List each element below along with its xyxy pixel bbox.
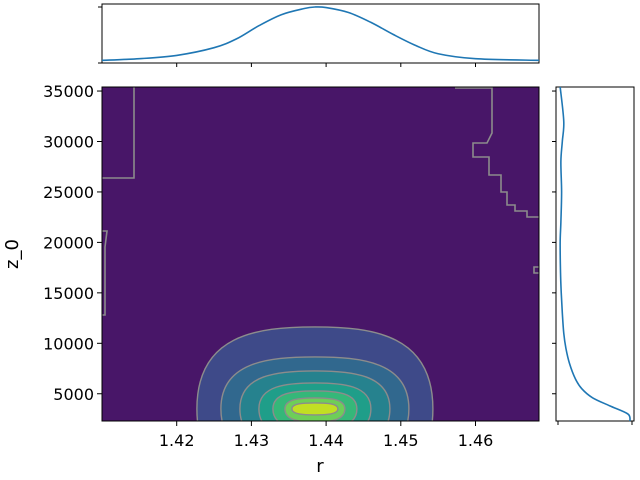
x-axis-label: r	[316, 456, 324, 477]
y-tick-label: 10000	[43, 334, 94, 353]
density-contours	[196, 326, 434, 421]
x-tick-label: 1.42	[159, 431, 195, 450]
y-tick-label: 30000	[43, 132, 94, 151]
x-axis-ticks: 1.42 1.43 1.44 1.45 1.46	[159, 421, 493, 450]
y-tick-label: 15000	[43, 284, 94, 303]
y-axis-label: z_0	[2, 239, 23, 269]
y-tick-label: 20000	[43, 233, 94, 252]
contour-band-7	[291, 402, 339, 416]
marginal-y-frame	[555, 86, 635, 422]
marginal-x-ticks	[98, 6, 477, 67]
joint-density-panel: 1.42 1.43 1.44 1.45 1.46 5000 10000 15000 20000…	[2, 82, 540, 477]
edge-contour-line-4	[533, 266, 539, 274]
edge-contour-lines	[102, 87, 539, 316]
marginal-y-curve	[559, 86, 631, 422]
edge-contour-line-2	[102, 230, 108, 316]
y-tick-label: 25000	[43, 183, 94, 202]
x-tick-label: 1.44	[308, 431, 344, 450]
edge-contour-line-3	[455, 87, 539, 218]
y-tick-label: 35000	[43, 82, 94, 101]
marginal-x-curve	[101, 6, 540, 62]
x-tick-label: 1.45	[383, 431, 419, 450]
main-frame	[101, 86, 540, 422]
y-axis-ticks: 5000 10000 15000 20000 25000 30000 35000	[43, 82, 102, 404]
x-tick-label: 1.46	[458, 431, 494, 450]
edge-contour-line-1	[102, 87, 135, 179]
y-tick-label: 5000	[53, 385, 94, 404]
marginal-y-panel	[552, 86, 635, 425]
marginal-y-ticks	[552, 90, 633, 425]
x-tick-label: 1.43	[234, 431, 270, 450]
marginal-x-panel	[98, 3, 540, 67]
marginal-x-frame	[101, 3, 540, 64]
